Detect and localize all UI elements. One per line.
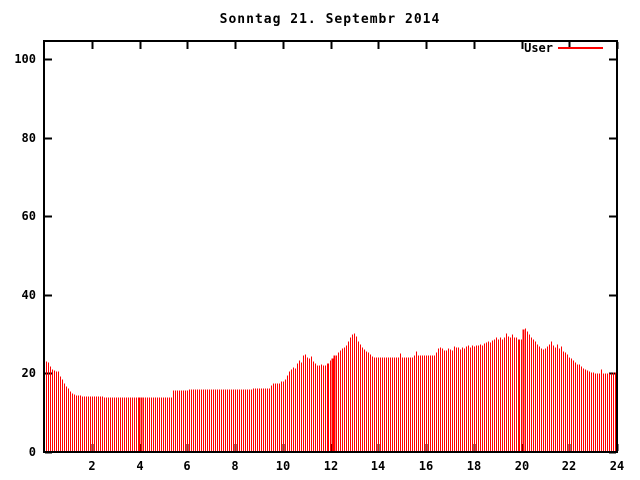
x-tick-label: 14 (371, 459, 385, 473)
y-tick-label: 0 (29, 445, 36, 459)
x-tick-label: 12 (324, 459, 338, 473)
legend-label-user: User (524, 41, 553, 55)
y-tick-label: 80 (22, 131, 36, 145)
y-tick-label: 40 (22, 288, 36, 302)
x-tick-label: 2 (88, 459, 95, 473)
plot-border (43, 40, 618, 453)
x-tick-label: 8 (231, 459, 238, 473)
x-tick-label: 10 (276, 459, 290, 473)
x-tick-label: 4 (136, 459, 143, 473)
x-tick-label: 24 (610, 459, 624, 473)
user-series-bars (46, 328, 618, 451)
x-tick-label: 20 (515, 459, 529, 473)
x-tick-label: 18 (467, 459, 481, 473)
y-tick-label: 60 (22, 209, 36, 223)
y-tick-label: 100 (14, 52, 36, 66)
x-tick-label: 6 (183, 459, 190, 473)
y-tick-label: 20 (22, 366, 36, 380)
chart-title: Sonntag 21. Septembr 2014 (220, 12, 441, 27)
x-tick-label: 16 (419, 459, 433, 473)
x-tick-label: 22 (562, 459, 576, 473)
